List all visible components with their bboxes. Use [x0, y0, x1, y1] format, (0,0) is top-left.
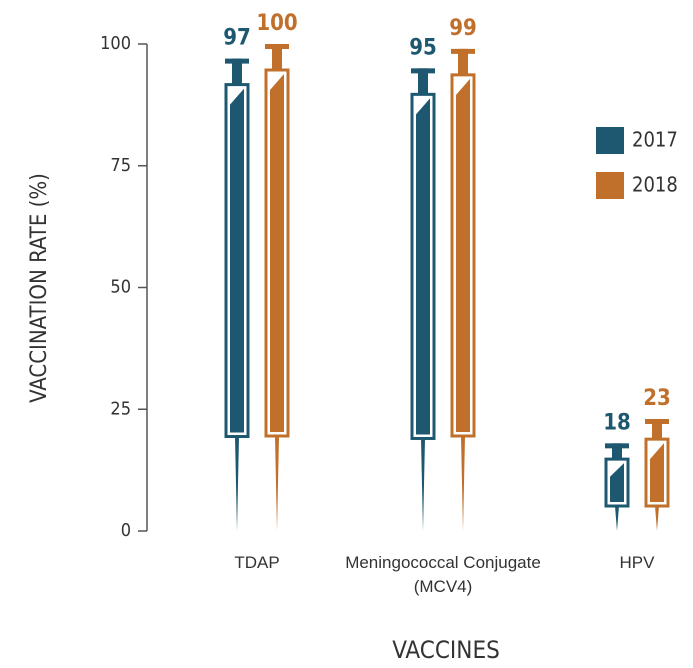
syringe: [410, 68, 436, 531]
needle: [275, 436, 279, 531]
needle: [235, 436, 239, 531]
legend-label: 2018: [632, 173, 678, 197]
value-label: 18: [603, 410, 631, 435]
needle: [655, 506, 659, 531]
value-label: 99: [449, 16, 477, 41]
x-axis-title: VACCINES: [392, 636, 500, 664]
needle: [421, 438, 425, 531]
y-tick-label: 0: [121, 520, 131, 541]
plunger-stem: [652, 418, 662, 440]
y-tick-label: 100: [100, 33, 131, 54]
y-tick-label: 75: [110, 155, 131, 176]
value-label: 100: [256, 11, 297, 36]
plunger-stem: [458, 48, 468, 75]
syringe: [264, 44, 290, 531]
barrel-fill: [650, 443, 664, 502]
plunger-stem: [612, 443, 622, 460]
plunger-stem: [272, 44, 282, 70]
barrel-fill: [456, 78, 470, 433]
syringe: [604, 443, 630, 531]
y-tick-label: 25: [110, 398, 131, 419]
x-tick-label: HPV: [619, 553, 655, 572]
plunger-stem: [232, 58, 242, 85]
value-label: 97: [223, 26, 251, 51]
x-tick-label: TDAP: [234, 553, 280, 572]
y-tick-label: 50: [110, 277, 131, 298]
value-label: 95: [409, 35, 437, 60]
syringe: [224, 58, 250, 531]
legend-swatch: [596, 127, 624, 154]
syringe: [644, 418, 670, 531]
value-label: 23: [643, 386, 671, 411]
syringe: [450, 48, 476, 531]
needle: [615, 506, 619, 531]
barrel-fill: [270, 74, 284, 432]
needle: [461, 436, 465, 531]
y-axis-title: VACCINATION RATE (%): [27, 173, 52, 403]
barrel-fill: [416, 98, 430, 435]
plunger-stem: [418, 68, 428, 95]
x-tick-label: Meningococcal Conjugate (MCV4): [345, 553, 541, 596]
barrel-fill: [610, 463, 624, 502]
barrel-fill: [230, 88, 244, 433]
legend-label: 2017: [632, 128, 678, 152]
legend-swatch: [596, 172, 624, 199]
